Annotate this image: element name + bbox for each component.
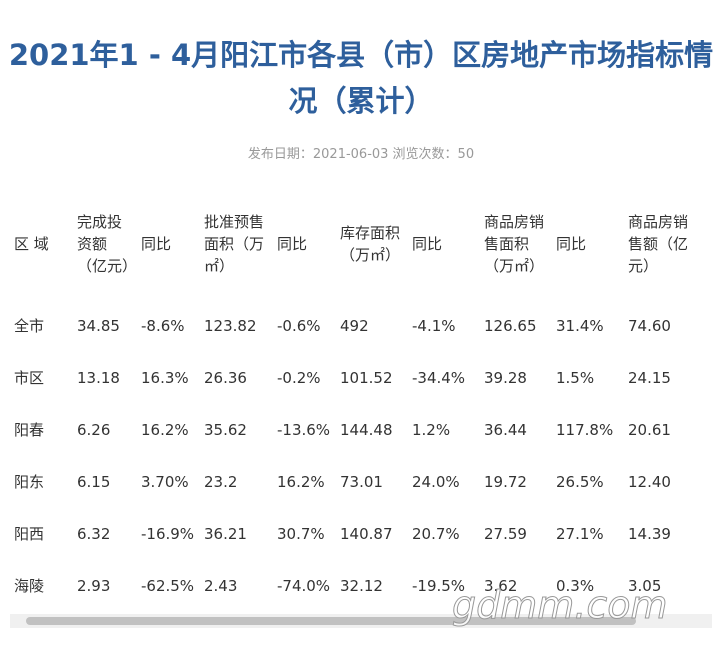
row: 阳西 6.32 -16.9% 36.21 30.7% 140.87 20.7% 27.59 27… bbox=[10, 508, 710, 560]
clipped-cell bbox=[696, 188, 710, 300]
header-cell: 批准预售面积（万㎡） bbox=[204, 213, 265, 275]
cell: 27.1% bbox=[556, 525, 604, 543]
cell: 20.61 bbox=[628, 421, 671, 439]
cell: 26.36 bbox=[204, 369, 247, 387]
cell: 117.8% bbox=[556, 421, 614, 439]
cell: 海陵 bbox=[14, 577, 45, 595]
cell: -8.6% bbox=[141, 317, 185, 335]
cell: 6.32 bbox=[77, 525, 111, 543]
header-cell: 商品房销售额（亿元） bbox=[628, 213, 689, 275]
cell: 31.4% bbox=[556, 317, 604, 335]
clipped-cell bbox=[696, 300, 710, 352]
cell: 3.62 bbox=[484, 577, 518, 595]
header-cell: 同比 bbox=[412, 235, 443, 253]
meta: 发布日期：2021-06-03 浏览次数：50 bbox=[247, 147, 475, 162]
scroll-thumb[interactable] bbox=[26, 617, 636, 625]
cell: -74.0% bbox=[277, 577, 331, 595]
cell: 阳西 bbox=[14, 525, 45, 543]
clipped-cell bbox=[696, 560, 710, 612]
header-cell: 区 域 bbox=[14, 235, 49, 253]
cell: 16.2% bbox=[141, 421, 189, 439]
scrollbar[interactable] bbox=[10, 614, 712, 628]
cell: 24.0% bbox=[412, 473, 460, 491]
cell: 阳春 bbox=[14, 421, 45, 439]
table-wrap: 区 域完成投资额（亿元） 同比 批准预售面积（万㎡） 同比 库存面积（万㎡） 同比 商品房销… bbox=[10, 188, 710, 616]
row: 阳春 6.26 16.2% 35.62 -13.6% 144.48 1.2% 36.44 117… bbox=[10, 404, 710, 456]
row: 海陵 2.93 -62.5% 2.43 -74.0% 32.12 -19.5% 3.62 0.3… bbox=[10, 560, 710, 612]
row: 阳东 6.15 3.70% 23.2 16.2% 73.01 24.0% 19.72 26.5%… bbox=[10, 456, 710, 508]
clipped-cell bbox=[696, 352, 710, 404]
cell: 23.2 bbox=[204, 473, 238, 491]
cell: 73.01 bbox=[340, 473, 383, 491]
title: 2021年1 - 4月阳江市各县（市）区房地产市场指标情况（累计） bbox=[8, 38, 714, 118]
cell: 144.48 bbox=[340, 421, 393, 439]
cell: 2.93 bbox=[77, 577, 111, 595]
cell: 6.15 bbox=[77, 473, 111, 491]
clipped-cell bbox=[696, 508, 710, 560]
cell: 32.12 bbox=[340, 577, 383, 595]
cell: 74.60 bbox=[628, 317, 671, 335]
cell: 24.15 bbox=[628, 369, 671, 387]
cell: 36.21 bbox=[204, 525, 247, 543]
row: 市区 13.18 16.3% 26.36 -0.2% 101.52 -34.4% 39.28 1… bbox=[10, 352, 710, 404]
cell: 3.70% bbox=[141, 473, 189, 491]
cell: -19.5% bbox=[412, 577, 466, 595]
header-cell: 商品房销售面积（万㎡） bbox=[484, 213, 545, 275]
header-cell: 同比 bbox=[141, 235, 172, 253]
cell: 101.52 bbox=[340, 369, 393, 387]
cell: -16.9% bbox=[141, 525, 195, 543]
cell: 0.3% bbox=[556, 577, 595, 595]
cell: 126.65 bbox=[484, 317, 537, 335]
cell: 13.18 bbox=[77, 369, 120, 387]
cell: 市区 bbox=[14, 369, 45, 387]
cell: 26.5% bbox=[556, 473, 604, 491]
cell: 16.3% bbox=[141, 369, 189, 387]
header-cell: 完成投资额（亿元） bbox=[77, 213, 138, 275]
cell: 全市 bbox=[14, 317, 45, 335]
cell: 140.87 bbox=[340, 525, 393, 543]
cell: -13.6% bbox=[277, 421, 331, 439]
cell: 492 bbox=[340, 317, 369, 335]
cell: 3.05 bbox=[628, 577, 662, 595]
header-cell: 同比 bbox=[277, 235, 308, 253]
clipped-cell bbox=[696, 404, 710, 456]
cell: -34.4% bbox=[412, 369, 466, 387]
clipped-cell bbox=[696, 456, 710, 508]
cell: 123.82 bbox=[204, 317, 257, 335]
cell: 30.7% bbox=[277, 525, 325, 543]
header-cell: 库存面积（万㎡） bbox=[340, 224, 401, 264]
cell: 14.39 bbox=[628, 525, 671, 543]
cell: 1.2% bbox=[412, 421, 451, 439]
cell: -0.6% bbox=[277, 317, 321, 335]
cell: 2.43 bbox=[204, 577, 238, 595]
cell: 27.59 bbox=[484, 525, 527, 543]
header-cell: 同比 bbox=[556, 235, 587, 253]
watermark: gdmm.com bbox=[452, 583, 669, 628]
cell: -0.2% bbox=[277, 369, 321, 387]
cell: -4.1% bbox=[412, 317, 456, 335]
cell: 39.28 bbox=[484, 369, 527, 387]
table: 区 域完成投资额（亿元） 同比 批准预售面积（万㎡） 同比 库存面积（万㎡） 同比 商品房销… bbox=[10, 188, 710, 612]
cell: 20.7% bbox=[412, 525, 460, 543]
cell: 34.85 bbox=[77, 317, 120, 335]
cell: 阳东 bbox=[14, 473, 45, 491]
cell: 35.62 bbox=[204, 421, 247, 439]
cell: 16.2% bbox=[277, 473, 325, 491]
cell: 36.44 bbox=[484, 421, 527, 439]
cell: 19.72 bbox=[484, 473, 527, 491]
cell: 6.26 bbox=[77, 421, 111, 439]
cell: 12.40 bbox=[628, 473, 671, 491]
cell: -62.5% bbox=[141, 577, 195, 595]
header-row: 区 域完成投资额（亿元） 同比 批准预售面积（万㎡） 同比 库存面积（万㎡） 同比 商品房销… bbox=[10, 188, 710, 300]
cell: 1.5% bbox=[556, 369, 595, 387]
row: 全市 34.85 -8.6% 123.82 -0.6% 492 -4.1% 126.65 31.… bbox=[10, 300, 710, 352]
